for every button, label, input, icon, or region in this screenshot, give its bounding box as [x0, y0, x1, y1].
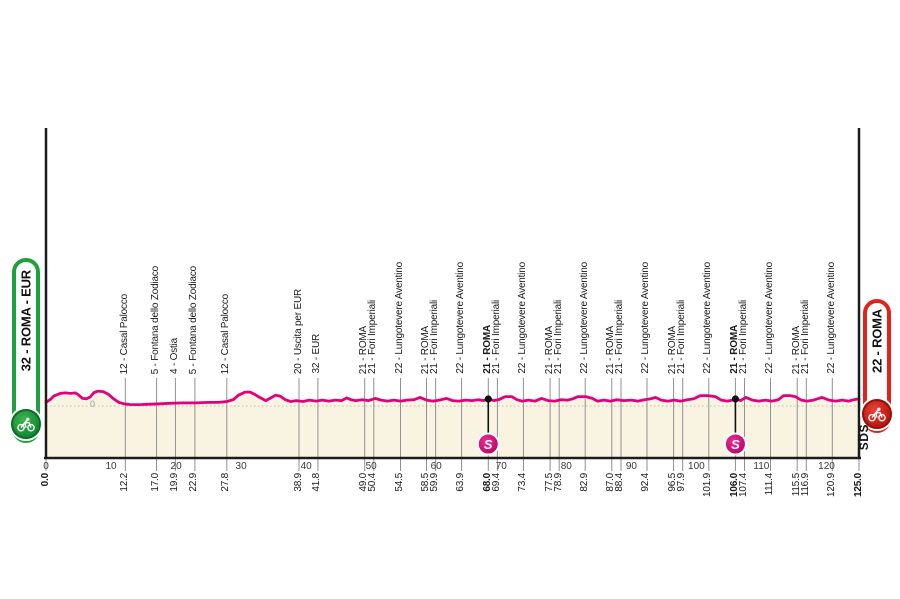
cyclist-icon — [11, 409, 41, 439]
waypoint-label: 22 - Lungotevere Aventino — [516, 262, 528, 374]
distance-label: 97.9 — [676, 473, 688, 492]
km-tick-number: 60 — [431, 461, 443, 472]
km-tick-number: 20 — [171, 461, 183, 472]
waypoint-label: 5 - Fontana dello Zodiaco — [150, 265, 162, 374]
km-tick-number: 120 — [818, 461, 835, 472]
waypoint-label: 21 - Fori Imperiali — [490, 300, 502, 374]
sprint-badge — [723, 432, 747, 456]
sprint-symbol: S — [731, 437, 740, 452]
waypoint-label: 21 - Fori Imperiali — [676, 300, 688, 374]
waypoint-label: 21 - Fori Imperiali — [367, 300, 379, 374]
sprint-route-dot — [484, 395, 492, 403]
finish-marker-label: 22 - ROMA — [869, 309, 885, 373]
waypoint-label: 22 - Lungotevere Aventino — [825, 262, 837, 374]
waypoint-label: 21 - Fori Imperiali — [614, 300, 626, 374]
distance-label: 12.2 — [118, 473, 130, 492]
km-tick-number: 40 — [301, 461, 313, 472]
distance-label: 38.9 — [292, 473, 304, 492]
sprint-symbol: S — [484, 437, 493, 452]
waypoint-gridlines — [45, 378, 860, 471]
waypoint-label: 12 - Casal Palocco — [220, 293, 232, 374]
distance-label: 88.4 — [614, 473, 626, 492]
distance-label: 54.5 — [393, 473, 405, 492]
distance-label: 0.0 — [39, 473, 51, 487]
km-tick-number: 50 — [366, 461, 378, 472]
distance-label: 27.8 — [220, 473, 232, 492]
km-tick-number: 0 — [43, 461, 49, 472]
waypoint-label: 21 - Fori Imperiali — [738, 300, 750, 374]
distance-label: 116.9 — [799, 473, 811, 497]
km-tick-number: 100 — [688, 461, 705, 472]
distance-label: 111.4 — [764, 473, 776, 496]
waypoint-label: 22 - Lungotevere Aventino — [702, 262, 714, 374]
km-tick-number: 70 — [496, 461, 508, 472]
waypoint-label: 5 - Fontana dello Zodiaco — [188, 265, 200, 374]
km-axis-ticks: 0 10 20 30 40 50 60 70 80 90 100 110 120 — [43, 461, 835, 472]
distance-label: 59.9 — [429, 473, 441, 492]
distance-label: 73.4 — [516, 473, 528, 492]
km-tick-number: 110 — [753, 461, 769, 472]
distance-label: 107.4 — [738, 473, 750, 498]
waypoint-label: 22 - Lungotevere Aventino — [764, 262, 776, 374]
waypoint-label: 21 - Fori Imperiali — [799, 300, 811, 374]
sprint-route-dot — [731, 395, 740, 403]
distance-label: 125.0 — [852, 473, 864, 498]
distance-label: 22.9 — [188, 473, 200, 492]
start-marker-label: 32 - ROMA - EUR — [18, 270, 34, 372]
waypoint-label: 22 - Lungotevere Aventino — [393, 262, 405, 374]
area-fill — [46, 391, 859, 458]
waypoint-label: 22 - Lungotevere Aventino — [455, 262, 467, 374]
finish-marker: 22 - ROMA — [862, 299, 892, 433]
distance-label: 17.0 — [150, 473, 162, 492]
waypoint-label: 20 - Uscita per EUR — [292, 288, 304, 374]
zero-elevation-label: 0 — [90, 399, 96, 409]
profile-area-fill — [46, 391, 859, 458]
distance-label: 63.9 — [455, 473, 467, 492]
km-tick-number: 90 — [626, 461, 638, 472]
distance-label: 120.9 — [825, 473, 837, 498]
distance-label: 19.9 — [168, 473, 180, 492]
sds-logo: SDS — [857, 424, 871, 451]
distance-label: 41.8 — [311, 473, 323, 492]
distance-label: 101.9 — [702, 473, 714, 498]
waypoint-label: 22 - Lungotevere Aventino — [640, 262, 652, 374]
waypoint-label: 32 - EUR — [311, 334, 323, 374]
cyclist-icon — [862, 399, 892, 429]
axes — [44, 128, 861, 460]
waypoint-label: 21 - Fori Imperiali — [552, 300, 564, 374]
km-tick-number: 30 — [236, 461, 248, 472]
waypoint-label: 12 - Casal Palocco — [118, 293, 130, 374]
km-tick-number: 80 — [561, 461, 573, 472]
distance-label: 50.4 — [367, 473, 379, 492]
distance-label: 69.4 — [490, 473, 502, 492]
profile-line — [44, 389, 861, 407]
start-marker: 32 - ROMA - EUR — [11, 258, 41, 443]
km-tick-number: 10 — [105, 461, 117, 472]
distance-label: 92.4 — [640, 473, 652, 492]
waypoint-label: 21 - Fori Imperiali — [429, 300, 441, 374]
distance-label: 82.9 — [578, 473, 590, 492]
sprint-badge — [476, 432, 500, 456]
elevation-line — [44, 389, 861, 407]
distance-label: 78.9 — [552, 473, 564, 492]
waypoint-label: 4 - Ostia — [168, 338, 180, 374]
waypoint-label: 22 - Lungotevere Aventino — [578, 262, 590, 374]
